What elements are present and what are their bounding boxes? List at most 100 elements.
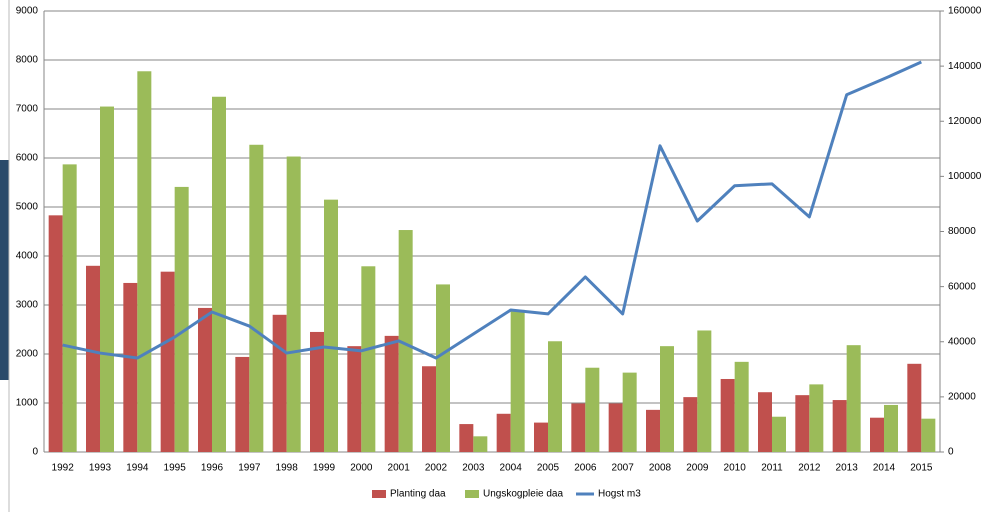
bar [212, 96, 226, 452]
bar [571, 403, 586, 452]
y-tick-label: 8000 [16, 55, 39, 66]
x-tick-label: 2004 [500, 463, 523, 474]
x-tick-label: 1995 [164, 463, 187, 474]
bar [795, 395, 810, 452]
bar [86, 265, 100, 452]
legend-swatch [372, 490, 386, 498]
bar [758, 392, 772, 452]
bar [870, 417, 884, 452]
bar [310, 331, 324, 452]
x-tick-label: 2014 [873, 463, 896, 474]
bar [846, 345, 861, 452]
bar [459, 424, 474, 452]
x-tick-label: 1994 [126, 463, 149, 474]
bar [160, 271, 175, 452]
bar [324, 199, 338, 452]
y-tick-label: 2000 [16, 349, 39, 360]
bar [272, 314, 287, 452]
y2-tick-label: 100000 [948, 171, 982, 182]
bar [683, 397, 698, 452]
bar [510, 309, 525, 452]
y-tick-label: 6000 [16, 153, 39, 164]
x-tick-label: 2015 [910, 463, 933, 474]
y2-tick-label: 0 [948, 447, 954, 458]
bar [496, 413, 511, 452]
y-tick-label: 1000 [16, 398, 39, 409]
x-tick-label: 2012 [798, 463, 821, 474]
y2-tick-label: 80000 [948, 226, 976, 237]
x-tick-label: 2008 [649, 463, 672, 474]
bar [884, 404, 898, 452]
bar [398, 230, 413, 452]
bar [772, 416, 786, 452]
bar [832, 400, 847, 452]
bar [198, 307, 212, 452]
x-tick-label: 2011 [761, 463, 783, 474]
x-tick-label: 2006 [574, 463, 597, 474]
x-tick-label: 2005 [537, 463, 560, 474]
x-tick-label: 1997 [238, 463, 261, 474]
bar [548, 341, 562, 452]
x-tick-label: 1999 [313, 463, 336, 474]
bar [235, 356, 250, 452]
bar [174, 186, 189, 452]
x-tick-label: 2002 [425, 463, 448, 474]
bar [436, 284, 450, 452]
y-tick-label: 0 [32, 447, 38, 458]
x-tick-label: 2000 [350, 463, 373, 474]
y2-tick-label: 120000 [948, 116, 982, 127]
bar [361, 266, 376, 452]
y2-tick-label: 20000 [948, 392, 976, 403]
bar [608, 403, 623, 452]
x-tick-label: 1998 [276, 463, 299, 474]
x-tick-label: 2009 [686, 463, 709, 474]
y-tick-label: 9000 [16, 6, 39, 17]
bar [123, 282, 138, 452]
legend-label: Ungskogpleie daa [483, 489, 563, 500]
bar [422, 366, 436, 452]
x-tick-label: 2013 [836, 463, 859, 474]
legend-label: Planting daa [390, 489, 446, 500]
bar [62, 164, 77, 452]
x-tick-label: 1993 [89, 463, 112, 474]
x-tick-label: 2001 [388, 463, 411, 474]
bar [622, 372, 637, 452]
line-series [62, 60, 922, 360]
bar [720, 378, 735, 452]
bar [100, 106, 114, 453]
bar [384, 335, 399, 452]
bar [137, 71, 152, 453]
x-tick-label: 1996 [201, 463, 224, 474]
y-tick-label: 7000 [16, 104, 39, 115]
y-tick-label: 3000 [16, 300, 39, 311]
bar [585, 367, 600, 452]
y2-tick-label: 40000 [948, 336, 976, 347]
bar [734, 361, 749, 452]
background-fragment [0, 160, 9, 380]
y2-tick-label: 60000 [948, 281, 976, 292]
bar [286, 156, 301, 452]
bar [921, 418, 936, 452]
legend-label: Hogst m3 [598, 489, 641, 500]
bar [907, 363, 922, 452]
bar [249, 144, 264, 452]
y2-tick-label: 160000 [948, 6, 982, 17]
x-tick-label: 2010 [724, 463, 747, 474]
bar [347, 346, 362, 452]
y2-tick-label: 140000 [948, 61, 982, 72]
bar [48, 215, 63, 452]
y-tick-label: 4000 [16, 251, 39, 262]
y-tick-label: 5000 [16, 202, 39, 213]
x-tick-label: 2007 [612, 463, 635, 474]
x-tick-label: 2003 [462, 463, 485, 474]
bar [534, 422, 548, 452]
bar [646, 409, 660, 452]
legend-swatch [465, 490, 479, 498]
bar [660, 346, 674, 452]
bar [809, 384, 824, 452]
x-tick-label: 1992 [52, 463, 75, 474]
bar [697, 330, 712, 452]
bar [473, 436, 488, 452]
